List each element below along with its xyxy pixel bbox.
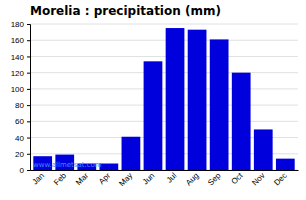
y-tick-label: 100 xyxy=(11,85,25,94)
x-tick: Jul xyxy=(165,170,179,185)
bar xyxy=(232,73,251,170)
plot: 020406080100120140160180JanFebMarAprMayJ… xyxy=(11,20,299,188)
x-tick-label: Dec xyxy=(272,171,288,187)
x-tick: Nov xyxy=(250,170,266,187)
x-tick-label: Jun xyxy=(141,171,156,186)
x-tick-label: Apr xyxy=(97,171,112,186)
x-tick-label: Oct xyxy=(229,170,245,186)
y-tick: 40 xyxy=(15,134,30,143)
bar xyxy=(144,61,163,170)
grid-line xyxy=(30,121,298,122)
bar xyxy=(122,137,141,170)
y-tick-mark xyxy=(27,170,30,171)
grid-line xyxy=(30,105,298,106)
x-tick: Jan xyxy=(31,170,46,187)
grid-line xyxy=(30,24,298,25)
x-tick: Mar xyxy=(74,170,90,187)
y-tick: 80 xyxy=(15,101,30,110)
x-tick: Aug xyxy=(184,170,200,187)
x-tick: Feb xyxy=(52,170,69,187)
x-tick: Apr xyxy=(97,170,112,186)
y-tick-label: 140 xyxy=(11,53,25,62)
y-tick-label: 180 xyxy=(11,20,25,29)
y-tick: 180 xyxy=(11,20,30,29)
y-tick-mark xyxy=(27,40,30,41)
y-tick-mark xyxy=(27,89,30,90)
y-tick-mark xyxy=(27,154,30,155)
x-tick-label: Jul xyxy=(165,171,179,185)
y-tick-mark xyxy=(27,73,30,74)
x-tick: Jun xyxy=(141,170,156,187)
bar xyxy=(276,159,295,170)
bar xyxy=(188,30,207,170)
y-tick-label: 40 xyxy=(15,134,24,143)
grid-line xyxy=(30,72,298,73)
x-tick-label: Mar xyxy=(74,171,90,187)
y-tick: 160 xyxy=(11,36,30,45)
bars xyxy=(33,28,294,170)
grid xyxy=(30,24,298,170)
y-tick-mark xyxy=(27,121,30,122)
x-tick: Oct xyxy=(229,170,245,186)
grid-line xyxy=(30,40,298,41)
y-axis: 0 20 40 60 80 100 120 140 160 180 xyxy=(11,20,31,175)
x-tick-label: Aug xyxy=(184,171,200,187)
y-tick: 0 xyxy=(20,166,30,175)
bar xyxy=(254,129,273,170)
x-tick: May xyxy=(117,170,134,188)
y-tick-label: 120 xyxy=(11,69,25,78)
x-tick-label: May xyxy=(117,171,134,188)
bar xyxy=(210,39,229,170)
y-tick-mark xyxy=(27,24,30,25)
x-tick: Dec xyxy=(272,170,288,187)
y-tick: 100 xyxy=(11,85,30,94)
y-tick-mark xyxy=(27,56,30,57)
x-tick: Sep xyxy=(206,170,223,187)
y-tick-label: 0 xyxy=(20,166,25,175)
y-tick: 20 xyxy=(15,150,30,159)
bar xyxy=(166,28,185,170)
y-tick-label: 160 xyxy=(11,36,25,45)
y-tick-label: 20 xyxy=(15,150,24,159)
x-tick-label: Jan xyxy=(31,171,46,186)
x-axis: Jan Feb Mar Apr May Jun Jul Aug Sep Oct Nov Dec xyxy=(31,170,299,188)
x-tick-label: Feb xyxy=(52,171,69,188)
grid-line xyxy=(30,88,298,89)
y-tick: 60 xyxy=(15,117,30,126)
y-tick-mark xyxy=(27,138,30,139)
watermark: www.allmetsat.com xyxy=(33,161,102,169)
annotations: www.allmetsat.com xyxy=(33,161,102,169)
y-tick-mark xyxy=(27,105,30,106)
y-tick: 120 xyxy=(11,69,30,78)
y-tick-label: 60 xyxy=(15,117,24,126)
y-tick-label: 80 xyxy=(15,101,24,110)
chart: 020406080100120140160180JanFebMarAprMayJ… xyxy=(0,0,306,200)
x-tick-label: Nov xyxy=(250,171,266,187)
y-tick: 140 xyxy=(11,53,30,62)
x-axis-line xyxy=(31,170,299,171)
title: Morelia : precipitation (mm) xyxy=(30,4,221,18)
bar xyxy=(99,164,118,170)
x-tick-label: Sep xyxy=(206,171,223,188)
grid-line xyxy=(30,56,298,57)
y-axis-line xyxy=(27,25,31,171)
